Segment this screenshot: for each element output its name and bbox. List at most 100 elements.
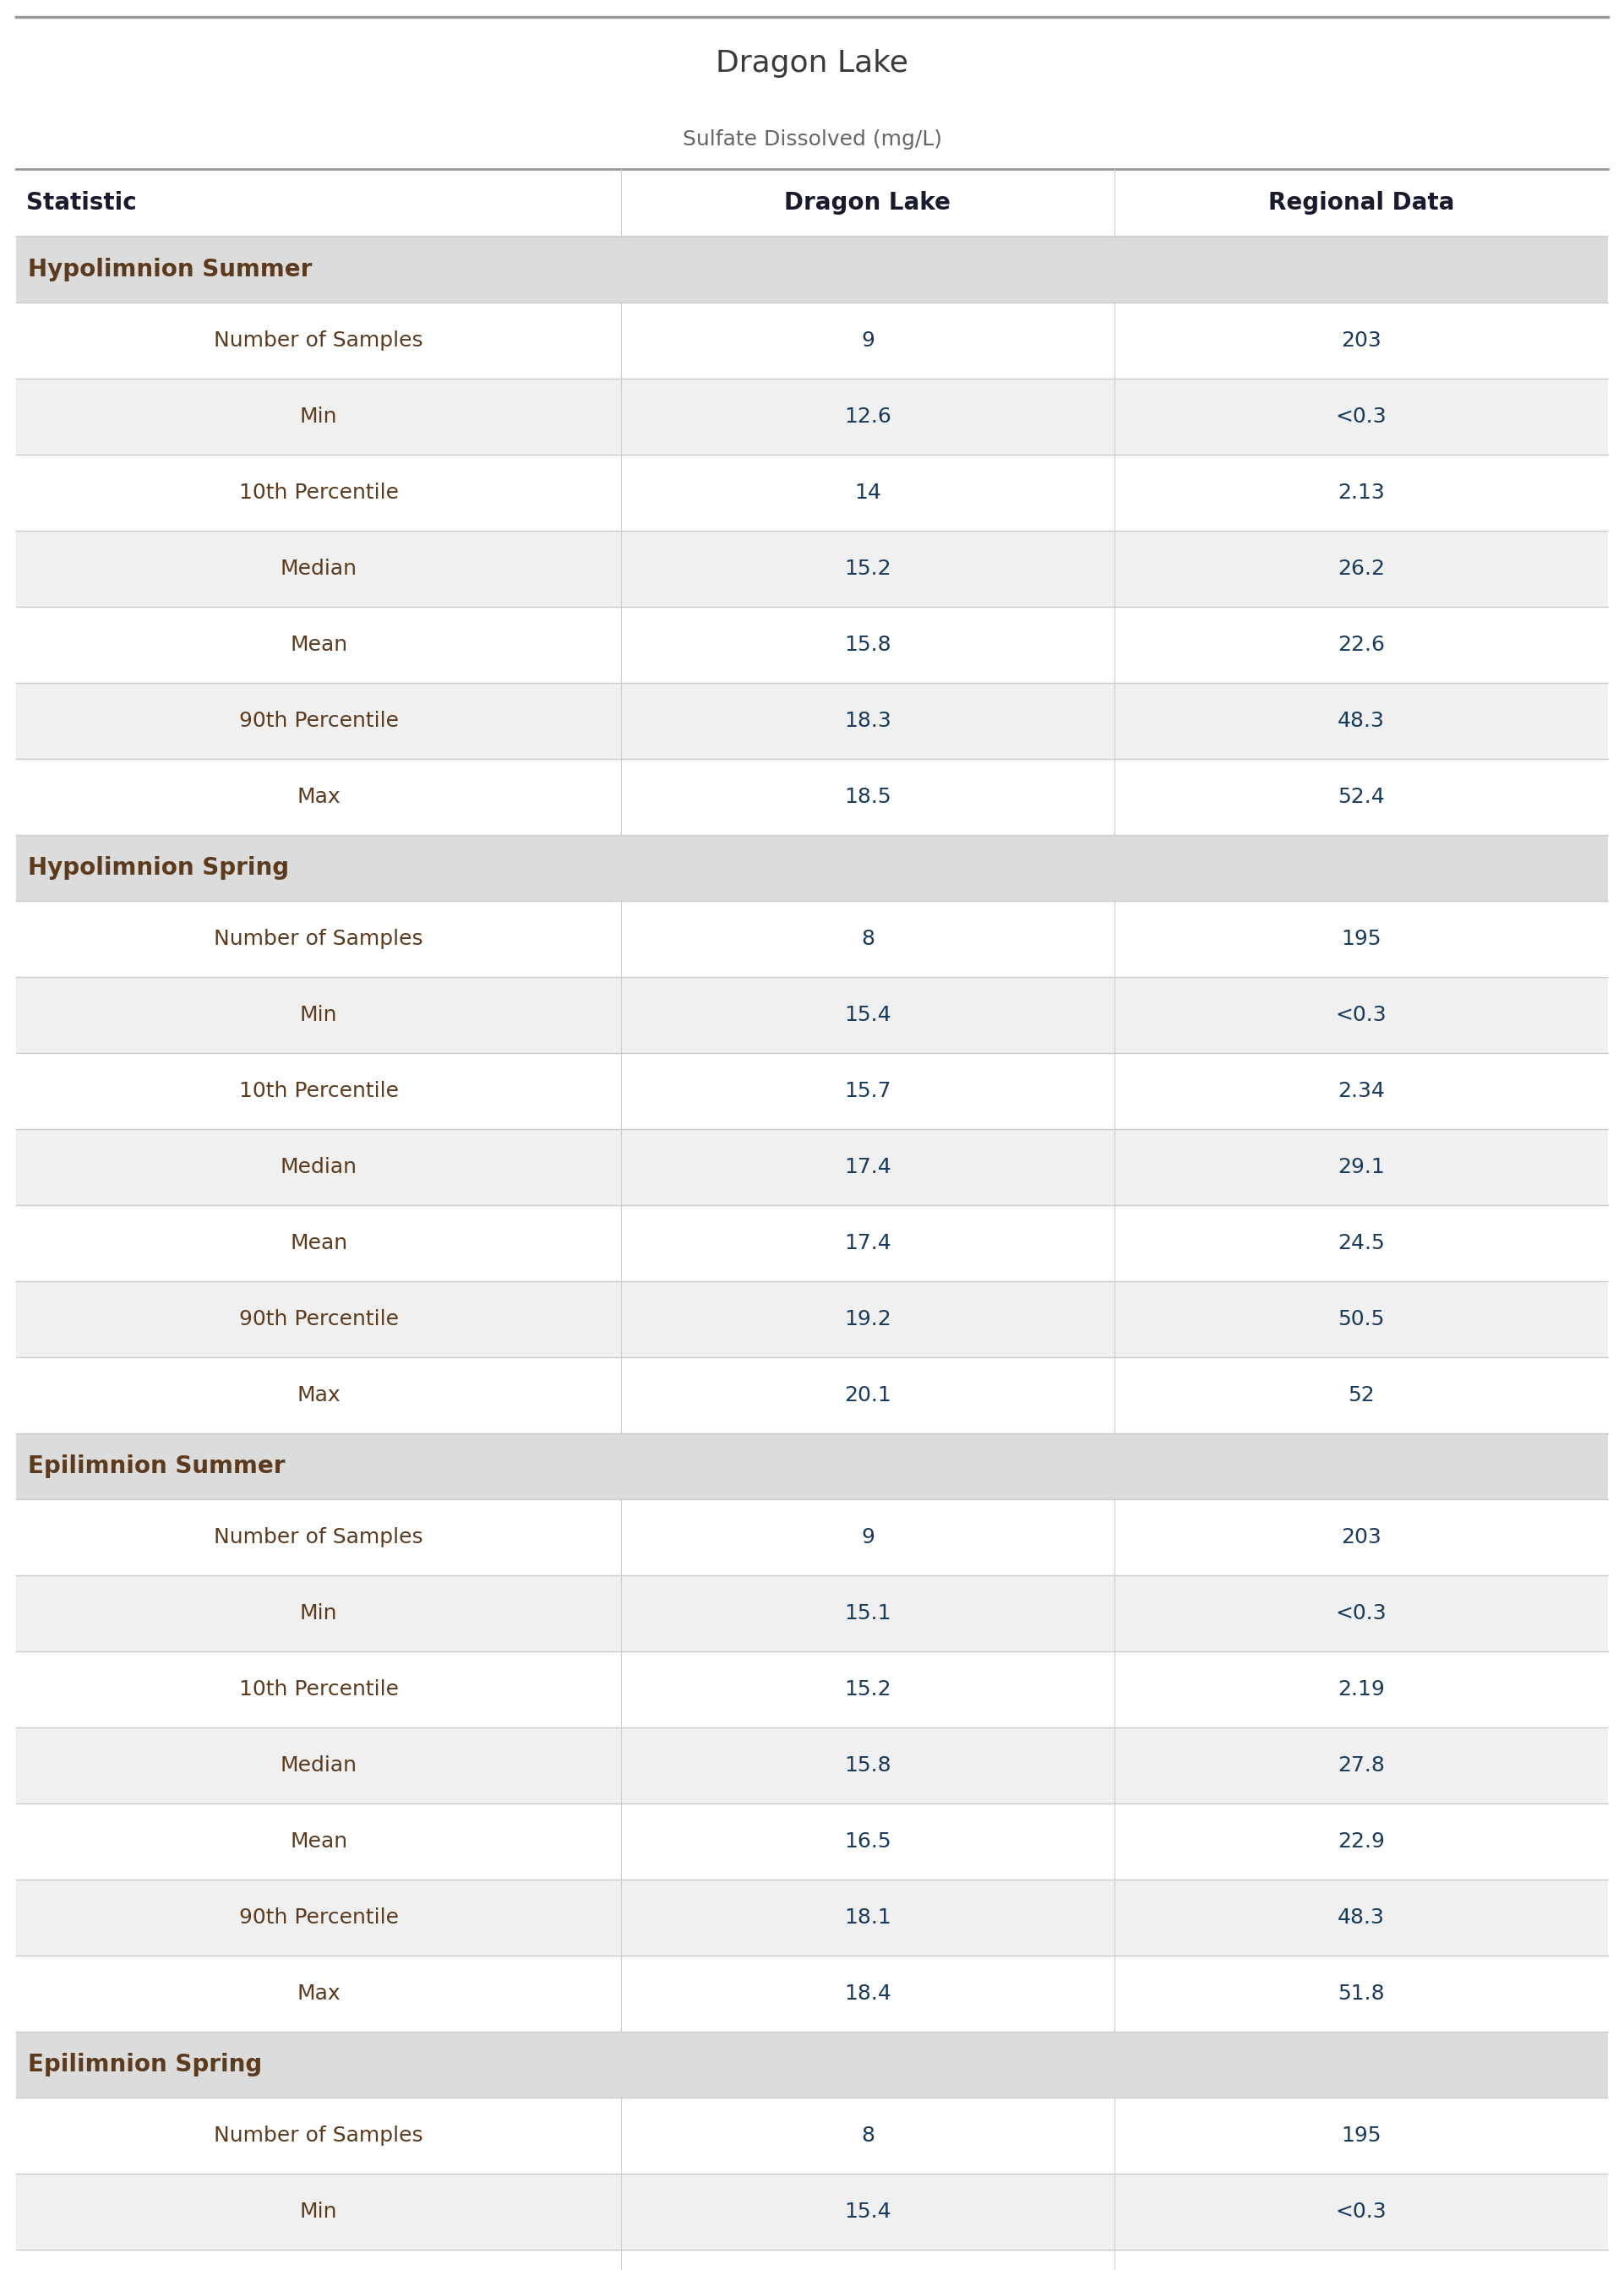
Text: 18.1: 18.1 [844, 1907, 892, 1927]
Bar [16, 454, 1608, 531]
Text: Epilimnion Spring: Epilimnion Spring [28, 2052, 263, 2077]
Text: Max: Max [297, 788, 341, 808]
Text: 15.4: 15.4 [844, 2202, 892, 2222]
Text: 10th Percentile: 10th Percentile [239, 1680, 398, 1700]
Text: Min: Min [300, 406, 338, 427]
Text: 24.5: 24.5 [1338, 1233, 1385, 1253]
Text: 26.2: 26.2 [1338, 558, 1385, 579]
Text: 19.2: 19.2 [844, 1310, 892, 1330]
Text: 2.34: 2.34 [1338, 1081, 1385, 1101]
Bar [16, 1802, 1608, 1880]
Text: Hypolimnion Summer: Hypolimnion Summer [28, 259, 312, 281]
Bar [16, 16, 1608, 109]
Text: 15.7: 15.7 [844, 1081, 892, 1101]
Bar [16, 1205, 1608, 1280]
Bar [16, 109, 1608, 168]
Text: 48.3: 48.3 [1338, 711, 1385, 731]
Bar [16, 2032, 1608, 2097]
Text: 10th Percentile: 10th Percentile [239, 484, 398, 504]
Text: Mean: Mean [289, 1233, 348, 1253]
Bar [16, 2175, 1608, 2250]
Text: Sulfate Dissolved (mg/L): Sulfate Dissolved (mg/L) [682, 129, 942, 150]
Text: 12.6: 12.6 [844, 406, 892, 427]
Text: 29.1: 29.1 [1338, 1158, 1385, 1178]
Text: 2.19: 2.19 [1338, 1680, 1385, 1700]
Bar [16, 1880, 1608, 1957]
Text: 90th Percentile: 90th Percentile [239, 1907, 398, 1927]
Bar [16, 1357, 1608, 1432]
Bar [16, 236, 1608, 302]
Text: 10th Percentile: 10th Percentile [239, 1081, 398, 1101]
Text: 15.8: 15.8 [844, 636, 892, 656]
Bar [16, 1498, 1608, 1575]
Bar [16, 168, 1608, 236]
Text: 52.4: 52.4 [1338, 788, 1385, 808]
Text: Number of Samples: Number of Samples [214, 2125, 424, 2145]
Text: 18.4: 18.4 [844, 1984, 892, 2004]
Text: Min: Min [300, 1603, 338, 1623]
Text: 16.5: 16.5 [844, 1832, 892, 1852]
Text: 195: 195 [1341, 928, 1380, 949]
Bar [16, 1128, 1608, 1205]
Text: 8: 8 [861, 2125, 874, 2145]
Bar [16, 2250, 1608, 2270]
Text: 203: 203 [1341, 331, 1382, 352]
Text: Median: Median [281, 1158, 357, 1178]
Text: Regional Data: Regional Data [1268, 191, 1453, 216]
Bar [16, 531, 1608, 606]
Text: 18.3: 18.3 [844, 711, 892, 731]
Text: <0.3: <0.3 [1335, 1006, 1387, 1026]
Bar [16, 1280, 1608, 1357]
Bar [16, 379, 1608, 454]
Text: Median: Median [281, 558, 357, 579]
Bar [16, 835, 1608, 901]
Bar [16, 758, 1608, 835]
Text: 27.8: 27.8 [1338, 1755, 1385, 1775]
Text: 8: 8 [861, 928, 874, 949]
Text: <0.3: <0.3 [1335, 2202, 1387, 2222]
Bar [16, 1575, 1608, 1650]
Text: 51.8: 51.8 [1338, 1984, 1385, 2004]
Bar [16, 1053, 1608, 1128]
Bar [16, 606, 1608, 683]
Text: Statistic: Statistic [26, 191, 136, 216]
Bar [16, 1727, 1608, 1802]
Text: Mean: Mean [289, 636, 348, 656]
Text: 17.4: 17.4 [844, 1233, 892, 1253]
Text: <0.3: <0.3 [1335, 406, 1387, 427]
Text: 18.5: 18.5 [844, 788, 892, 808]
Text: Median: Median [281, 1755, 357, 1775]
Bar [16, 1957, 1608, 2032]
Text: Min: Min [300, 2202, 338, 2222]
Text: 15.4: 15.4 [844, 1006, 892, 1026]
Bar [16, 302, 1608, 379]
Text: 14: 14 [854, 484, 882, 504]
Text: 203: 203 [1341, 1528, 1382, 1548]
Text: Epilimnion Summer: Epilimnion Summer [28, 1455, 286, 1478]
Text: 20.1: 20.1 [844, 1385, 892, 1405]
Text: 17.4: 17.4 [844, 1158, 892, 1178]
Text: 9: 9 [861, 1528, 874, 1548]
Text: Max: Max [297, 1385, 341, 1405]
Text: 50.5: 50.5 [1338, 1310, 1385, 1330]
Text: 90th Percentile: 90th Percentile [239, 711, 398, 731]
Text: 52: 52 [1348, 1385, 1374, 1405]
Text: 90th Percentile: 90th Percentile [239, 1310, 398, 1330]
Text: Dragon Lake: Dragon Lake [716, 50, 908, 77]
Bar [16, 2097, 1608, 2175]
Text: 15.2: 15.2 [844, 1680, 892, 1700]
Bar [16, 1650, 1608, 1727]
Text: Max: Max [297, 1984, 341, 2004]
Text: Number of Samples: Number of Samples [214, 928, 424, 949]
Bar [16, 683, 1608, 758]
Text: Min: Min [300, 1006, 338, 1026]
Bar [16, 901, 1608, 976]
Text: Number of Samples: Number of Samples [214, 1528, 424, 1548]
Text: 48.3: 48.3 [1338, 1907, 1385, 1927]
Bar [16, 976, 1608, 1053]
Text: 9: 9 [861, 331, 874, 352]
Text: 15.1: 15.1 [844, 1603, 892, 1623]
Text: Mean: Mean [289, 1832, 348, 1852]
Text: <0.3: <0.3 [1335, 1603, 1387, 1623]
Text: 22.6: 22.6 [1338, 636, 1385, 656]
